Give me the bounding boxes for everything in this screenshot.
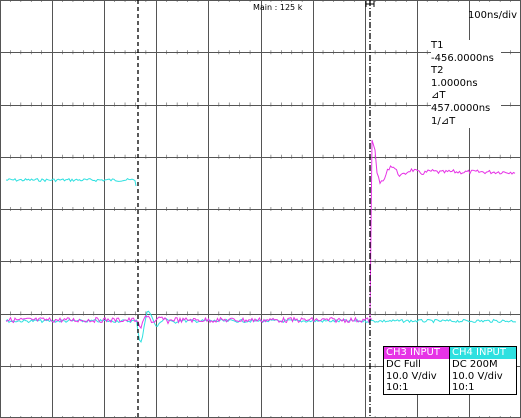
memory-length-label: Main : 125 k	[253, 3, 303, 12]
ch3-waveform	[369, 139, 516, 321]
ch3-probe: 10:1	[386, 382, 409, 393]
cursor-t1-label: T1	[431, 40, 444, 51]
timebase-readout: 100ns/div	[467, 10, 517, 21]
ch3-scale: 10.0 V/div	[386, 370, 437, 382]
ch3-title: CH3 INPUT	[384, 347, 450, 359]
ch4-waveform	[5, 177, 137, 187]
cursor-inv-delta-label: 1/⊿T	[431, 115, 456, 127]
cursor-readout: T1 -456.0000ns T2 1.0000ns ⊿T 457.0000ns…	[431, 40, 501, 129]
ch3-lower-waveform	[5, 315, 373, 330]
ch4-coupling: DC 200M	[452, 359, 498, 370]
cursor-t2-value: 1.0000ns	[431, 77, 478, 89]
cursor-delta-value: 457.0000ns	[431, 102, 491, 114]
ch4-probe: 10:1	[452, 382, 475, 393]
ch3-input-panel[interactable]: CH3 INPUT DC Full 10.0 V/div 10:1	[383, 346, 451, 395]
cursor-delta-label: ⊿T	[431, 90, 446, 102]
traces	[5, 139, 517, 343]
ch4-scale: 10.0 V/div	[452, 370, 503, 382]
cursor-t1-value: -456.0000ns	[431, 52, 494, 64]
ch4-input-panel[interactable]: CH4 INPUT DC 200M 10.0 V/div 10:1	[449, 346, 517, 395]
ch4-title: CH4 INPUT	[450, 347, 516, 359]
trigger-position-marker	[365, 1, 375, 7]
cursor-t2-label: T2	[431, 65, 444, 77]
ch3-coupling: DC Full	[386, 359, 421, 370]
